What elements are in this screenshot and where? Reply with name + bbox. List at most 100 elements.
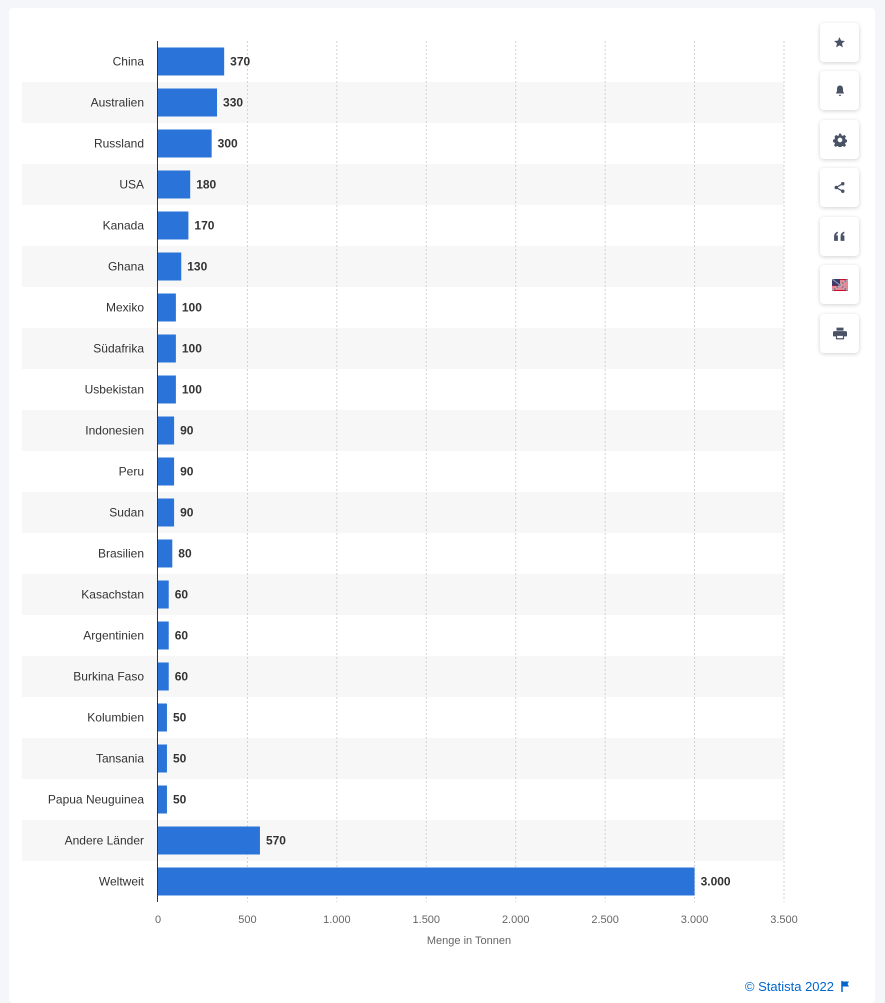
value-label: 50	[173, 793, 187, 807]
row-band	[22, 574, 784, 615]
row-band	[22, 246, 784, 287]
value-label: 60	[175, 629, 189, 643]
gear-icon	[832, 133, 847, 147]
bar	[158, 457, 175, 486]
row-band	[22, 328, 784, 369]
category-label: Ghana	[108, 260, 144, 274]
x-tick-label: 1.000	[323, 914, 351, 926]
category-label: Australien	[91, 96, 144, 110]
bar	[158, 293, 176, 322]
category-label: Kolumbien	[87, 711, 144, 725]
category-label: China	[113, 55, 145, 69]
x-tick-label: 3.000	[681, 914, 709, 926]
bar	[158, 621, 169, 650]
print-icon	[832, 327, 847, 340]
x-tick-label: 500	[238, 914, 256, 926]
bar	[158, 703, 167, 732]
category-label: Andere Länder	[65, 834, 144, 848]
bar	[158, 252, 182, 281]
star-icon	[834, 37, 845, 48]
bar	[158, 416, 175, 445]
category-label: Kanada	[103, 219, 145, 233]
row-band	[22, 82, 784, 123]
category-label: Burkina Faso	[73, 670, 144, 684]
category-label: Russland	[94, 137, 144, 151]
value-label: 60	[175, 588, 189, 602]
category-label: Kasachstan	[81, 588, 144, 602]
value-label: 60	[175, 670, 189, 684]
row-band	[22, 410, 784, 451]
category-label: Usbekistan	[85, 383, 144, 397]
bar	[158, 826, 260, 855]
value-label: 300	[218, 137, 238, 151]
bar	[158, 129, 212, 158]
bar	[158, 867, 695, 896]
category-label: Mexiko	[106, 301, 144, 315]
bar	[158, 662, 169, 691]
print-button[interactable]	[820, 314, 859, 353]
bar	[158, 498, 175, 527]
bar	[158, 88, 218, 117]
category-label: Weltweit	[99, 875, 145, 889]
language-button[interactable]	[820, 265, 859, 304]
category-label: Sudan	[109, 506, 144, 520]
share-button[interactable]	[820, 168, 859, 207]
bar	[158, 580, 169, 609]
bar	[158, 375, 176, 404]
value-label: 50	[173, 752, 187, 766]
value-label: 100	[182, 342, 202, 356]
x-tick-label: 0	[155, 914, 161, 926]
row-band	[22, 738, 784, 779]
bar	[158, 539, 173, 568]
value-label: 170	[194, 219, 214, 233]
value-label: 50	[173, 711, 187, 725]
value-label: 370	[230, 55, 250, 69]
category-label: Argentinien	[83, 629, 144, 643]
bar	[158, 785, 167, 814]
row-band	[22, 164, 784, 205]
credit-text[interactable]: © Statista 2022	[744, 979, 834, 994]
share-icon	[834, 181, 845, 194]
x-tick-label: 3.500	[770, 914, 798, 926]
statista-credit[interactable]: © Statista 2022	[745, 979, 850, 994]
settings-button[interactable]	[820, 120, 859, 159]
value-label: 100	[182, 301, 202, 315]
category-label: Indonesien	[85, 424, 144, 438]
bar	[158, 744, 167, 773]
notification-button[interactable]	[820, 71, 859, 110]
bar	[158, 47, 225, 76]
row-band	[22, 656, 784, 697]
category-label: Brasilien	[98, 547, 144, 561]
row-band	[22, 820, 784, 861]
value-label: 330	[223, 96, 243, 110]
row-band	[22, 492, 784, 533]
bar	[158, 334, 176, 363]
value-label: 90	[180, 506, 194, 520]
favorite-button[interactable]	[820, 23, 859, 62]
category-label: Tansania	[96, 752, 144, 766]
quote-icon	[834, 231, 845, 241]
bar	[158, 170, 191, 199]
bell-icon	[835, 85, 844, 96]
value-label: 90	[180, 424, 194, 438]
value-label: 3.000	[701, 875, 731, 889]
x-tick-label: 2.500	[591, 914, 619, 926]
category-label: Peru	[119, 465, 144, 479]
cite-button[interactable]	[820, 217, 859, 256]
x-axis-title: Menge in Tonnen	[427, 935, 511, 947]
flag-icon	[831, 278, 848, 291]
value-label: 90	[180, 465, 194, 479]
category-label: Südafrika	[93, 342, 144, 356]
category-label: Papua Neuguinea	[48, 793, 144, 807]
value-label: 100	[182, 383, 202, 397]
value-label: 570	[266, 834, 286, 848]
x-tick-label: 2.000	[502, 914, 530, 926]
value-label: 180	[196, 178, 216, 192]
value-label: 80	[178, 547, 192, 561]
category-label: USA	[119, 178, 144, 192]
bar	[158, 211, 189, 240]
flag-icon	[841, 981, 849, 992]
x-tick-label: 1.500	[413, 914, 441, 926]
value-label: 130	[187, 260, 207, 274]
